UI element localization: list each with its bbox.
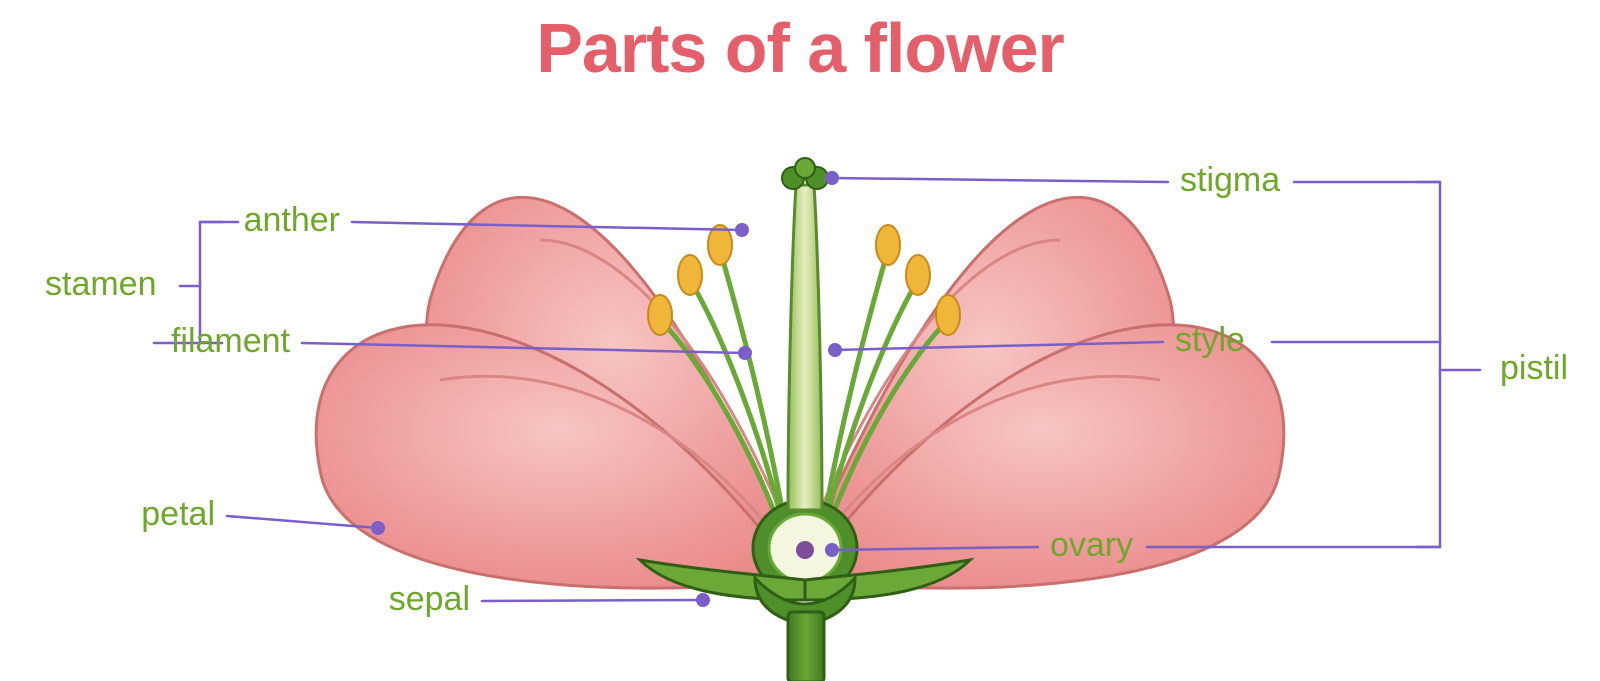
label-ovary: ovary [1050,526,1133,565]
diagram-canvas: Parts of a flower [0,0,1600,681]
label-pistil: pistil [1500,349,1568,388]
label-petal: petal [141,495,215,534]
sepals [640,560,970,625]
stamens [660,250,948,555]
label-stigma: stigma [1180,161,1280,200]
pistil-shape [753,158,857,596]
petals-back [316,197,1284,588]
diagram-title: Parts of a flower [0,8,1600,88]
label-stamen: stamen [45,265,157,304]
anthers [648,225,960,335]
label-anther: anther [244,201,340,240]
stem [788,612,824,681]
label-filament: filament [171,322,290,361]
label-style: style [1175,321,1245,360]
label-sepal: sepal [389,580,470,619]
